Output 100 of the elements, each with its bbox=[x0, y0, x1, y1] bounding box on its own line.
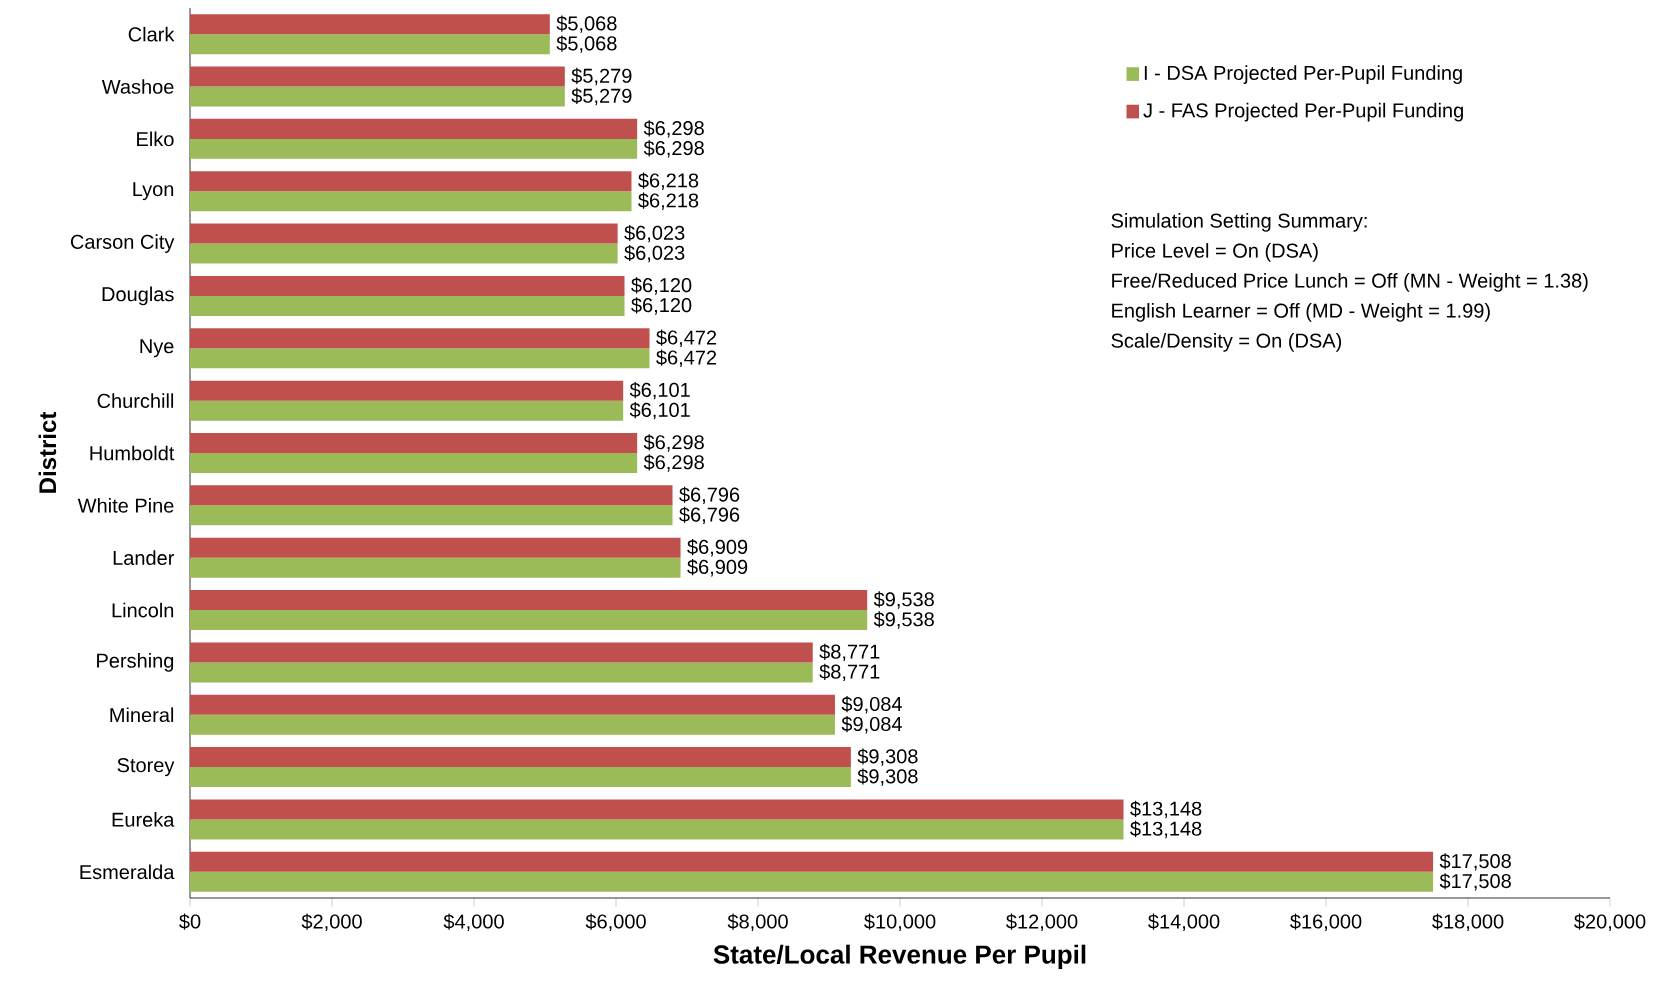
bar bbox=[190, 590, 868, 611]
y-tick-label: White Pine bbox=[77, 498, 174, 513]
x-tick-label: $2,000 bbox=[301, 913, 362, 931]
data-label: $6,909 bbox=[687, 559, 748, 577]
data-label: $9,538 bbox=[873, 591, 934, 609]
data-label: $13,148 bbox=[1130, 800, 1202, 819]
bar bbox=[190, 171, 632, 192]
data-label: $6,120 bbox=[631, 297, 692, 315]
data-label: $17,508 bbox=[1439, 853, 1511, 871]
bar bbox=[190, 34, 550, 55]
bar bbox=[190, 694, 835, 715]
bar bbox=[190, 819, 1124, 840]
y-tick-label: Clark bbox=[128, 26, 175, 42]
data-label: $9,084 bbox=[841, 716, 902, 734]
data-label: $5,068 bbox=[556, 35, 617, 53]
data-label: $6,796 bbox=[679, 506, 740, 525]
data-label: $6,023 bbox=[624, 224, 685, 243]
data-label: $6,796 bbox=[679, 486, 740, 505]
data-label: $5,279 bbox=[571, 67, 632, 86]
x-tick-label: $16,000 bbox=[1290, 913, 1362, 931]
data-label: $6,101 bbox=[629, 381, 690, 400]
y-tick-label: Lyon bbox=[133, 182, 174, 201]
legend-label: J - FAS Projected Per-Pupil Funding bbox=[1143, 102, 1463, 122]
data-label: $6,298 bbox=[643, 140, 704, 158]
bar bbox=[190, 799, 1124, 820]
y-tick-label: Douglas bbox=[102, 286, 174, 306]
bar bbox=[190, 380, 624, 401]
bar bbox=[190, 66, 565, 87]
y-tick-label: Mineral bbox=[110, 707, 174, 723]
data-label: $6,120 bbox=[631, 277, 692, 295]
bar bbox=[190, 662, 813, 683]
bar bbox=[190, 243, 618, 264]
bar bbox=[190, 295, 625, 316]
y-tick-label: Lander bbox=[113, 550, 175, 566]
x-tick-label: $6,000 bbox=[585, 913, 646, 931]
annotation: Free/Reduced Price Lunch = Off (MN - Weight = 1.38) bbox=[1112, 273, 1588, 292]
bar bbox=[190, 191, 632, 212]
data-label: $5,068 bbox=[556, 15, 617, 33]
bar bbox=[190, 433, 638, 453]
x-axis-title: State/Local Revenue Per Pupil bbox=[713, 944, 1086, 969]
x-tick-label: $14,000 bbox=[1148, 913, 1220, 931]
bar bbox=[190, 871, 1434, 892]
bar bbox=[190, 86, 565, 107]
data-label: $9,084 bbox=[841, 696, 902, 714]
bar bbox=[190, 767, 851, 788]
bar bbox=[190, 851, 1434, 872]
annotation: Simulation Setting Summary: bbox=[1111, 213, 1367, 232]
bar bbox=[190, 14, 550, 35]
data-label: $6,023 bbox=[624, 244, 685, 263]
y-tick-label: Nye bbox=[140, 339, 174, 358]
bar bbox=[190, 714, 835, 735]
bar bbox=[190, 537, 681, 558]
bar bbox=[190, 610, 868, 631]
y-axis-title: District bbox=[38, 411, 57, 493]
bar bbox=[190, 348, 650, 369]
y-tick-label: Storey bbox=[117, 758, 175, 777]
y-tick-label: Elko bbox=[137, 131, 174, 147]
x-tick-label: $0 bbox=[179, 913, 201, 930]
y-tick-label: Carson City bbox=[70, 234, 175, 253]
data-label: $6,298 bbox=[643, 434, 704, 452]
x-tick-label: $4,000 bbox=[443, 913, 504, 931]
y-tick-label: Eureka bbox=[112, 812, 175, 827]
annotation: Scale/Density = On (DSA) bbox=[1111, 333, 1342, 352]
x-tick-label: $12,000 bbox=[1006, 913, 1078, 931]
y-tick-label: Washoe bbox=[101, 79, 174, 94]
legend-label: I - DSA Projected Per-Pupil Funding bbox=[1144, 65, 1462, 84]
data-label: $6,472 bbox=[656, 329, 717, 347]
annotation: English Learner = Off (MD - Weight = 1.99) bbox=[1112, 303, 1490, 322]
bar bbox=[190, 138, 638, 159]
x-tick-label: $8,000 bbox=[727, 913, 788, 931]
bar bbox=[190, 400, 624, 421]
y-tick-label: Lincoln bbox=[112, 602, 174, 618]
bar bbox=[190, 118, 638, 139]
data-label: $9,308 bbox=[857, 768, 918, 786]
data-label: $6,218 bbox=[638, 192, 699, 210]
bar bbox=[190, 485, 673, 506]
y-tick-label: Esmeralda bbox=[80, 864, 175, 880]
data-label: $6,298 bbox=[643, 454, 704, 472]
data-label: $8,771 bbox=[819, 643, 880, 662]
x-tick-label: $10,000 bbox=[864, 913, 936, 931]
data-label: $17,508 bbox=[1439, 873, 1511, 891]
y-tick-label: Churchill bbox=[97, 393, 174, 408]
data-label: $6,909 bbox=[687, 539, 748, 557]
bar bbox=[190, 452, 638, 473]
data-label: $6,218 bbox=[638, 172, 699, 190]
bar bbox=[190, 557, 681, 578]
data-label: $9,308 bbox=[857, 748, 918, 766]
bar bbox=[190, 328, 650, 349]
annotation: Price Level = On (DSA) bbox=[1112, 243, 1318, 262]
y-tick-label: Humboldt bbox=[90, 445, 175, 461]
data-label: $9,538 bbox=[873, 611, 934, 629]
bar bbox=[190, 275, 625, 296]
bar bbox=[190, 642, 813, 663]
bar bbox=[190, 505, 673, 526]
data-label: $6,472 bbox=[656, 349, 717, 367]
bar bbox=[190, 223, 618, 244]
y-tick-label: Pershing bbox=[97, 653, 174, 672]
bar bbox=[190, 747, 851, 768]
data-label: $8,771 bbox=[819, 663, 880, 682]
data-label: $6,101 bbox=[629, 401, 690, 420]
